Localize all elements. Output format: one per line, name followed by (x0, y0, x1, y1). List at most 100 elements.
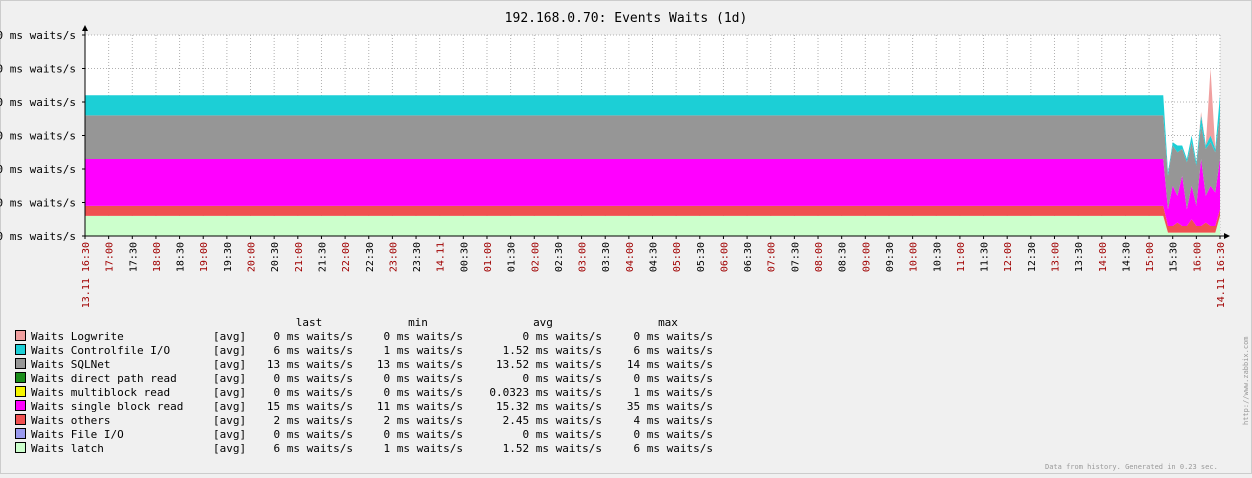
y-tick-label: 20 ms waits/s (0, 163, 76, 176)
x-tick-label: 12:00 (1003, 242, 1014, 272)
legend-swatch (15, 428, 26, 439)
legend-stat: 0 ms waits/s (274, 386, 353, 399)
legend-stat: 0 ms waits/s (274, 330, 353, 343)
legend-swatch (15, 386, 26, 397)
x-tick-label: 05:00 (672, 242, 683, 272)
y-tick-label: 50 ms waits/s (0, 63, 76, 76)
legend-stat: 14 ms waits/s (627, 358, 713, 371)
legend-swatch (15, 358, 26, 369)
legend-name: Waits multiblock read (31, 386, 170, 399)
x-tick-label: 16:00 (1192, 242, 1203, 272)
x-tick-label: 03:30 (601, 242, 612, 272)
legend-stat: 0 ms waits/s (384, 372, 463, 385)
legend-name: Waits Controlfile I/O (31, 344, 170, 357)
x-tick-label: 17:30 (128, 242, 139, 272)
x-tick-label: 14:30 (1121, 242, 1132, 272)
x-tick-label: 19:00 (199, 242, 210, 272)
x-tick-label: 23:00 (388, 242, 399, 272)
x-tick-label: 09:00 (861, 242, 872, 272)
legend-stat: 0 ms waits/s (634, 372, 713, 385)
x-tick-label: 08:00 (814, 242, 825, 272)
x-tick-label: 11:30 (980, 242, 991, 272)
y-tick-label: 60 ms waits/s (0, 29, 76, 42)
legend-stat: 1.52 ms waits/s (503, 344, 602, 357)
area (85, 115, 1220, 210)
legend-function: [avg] (213, 428, 246, 441)
x-tick-label: 04:30 (649, 242, 660, 272)
legend-stat: 6 ms waits/s (274, 344, 353, 357)
legend-stat: 0 ms waits/s (634, 428, 713, 441)
x-tick-label: 20:00 (247, 242, 258, 272)
y-tick-label: 40 ms waits/s (0, 96, 76, 109)
legend-function: [avg] (213, 330, 246, 343)
x-tick-label: 13.11 16:30 (81, 242, 92, 308)
legend-stat: 11 ms waits/s (377, 400, 463, 413)
legend-stat: 1 ms waits/s (384, 344, 463, 357)
legend-stat: 2 ms waits/s (384, 414, 463, 427)
legend-name: Waits File I/O (31, 428, 124, 441)
legend-stat: 0 ms waits/s (634, 330, 713, 343)
x-tick-label: 21:00 (294, 242, 305, 272)
y-tick-label: 0 ms waits/s (0, 230, 76, 243)
x-tick-label: 14.11 16:30 (1216, 242, 1227, 308)
legend-header: min (408, 316, 428, 329)
x-tick-label: 12:30 (1027, 242, 1038, 272)
x-tick-label: 13:30 (1074, 242, 1085, 272)
y-tick-label: 30 ms waits/s (0, 130, 76, 143)
legend-stat: 13 ms waits/s (377, 358, 463, 371)
x-tick-label: 06:30 (743, 242, 754, 272)
legend-header: max (658, 316, 678, 329)
legend-function: [avg] (213, 344, 246, 357)
legend-header: avg (533, 316, 553, 329)
x-tick-label: 15:30 (1169, 242, 1180, 272)
legend-function: [avg] (213, 386, 246, 399)
x-tick-label: 06:00 (719, 242, 730, 272)
legend-swatch (15, 330, 26, 341)
x-tick-label: 20:30 (270, 242, 281, 272)
legend-name: Waits latch (31, 442, 104, 455)
legend-stat: 15.32 ms waits/s (496, 400, 602, 413)
x-tick-label: 01:00 (483, 242, 494, 272)
area (85, 215, 1220, 236)
x-tick-label: 00:30 (459, 242, 470, 272)
x-tick-label: 01:30 (507, 242, 518, 272)
x-tick-label: 07:30 (790, 242, 801, 272)
legend-stat: 0 ms waits/s (384, 386, 463, 399)
legend-swatch (15, 344, 26, 355)
legend-name: Waits Logwrite (31, 330, 124, 343)
x-tick-label: 15:00 (1145, 242, 1156, 272)
x-tick-label: 14:00 (1098, 242, 1109, 272)
legend-stat: 0.0323 ms waits/s (489, 386, 602, 399)
legend-swatch (15, 372, 26, 383)
legend-stat: 0 ms waits/s (384, 330, 463, 343)
legend-stat: 1 ms waits/s (634, 386, 713, 399)
legend-function: [avg] (213, 442, 246, 455)
x-tick-label: 18:30 (176, 242, 187, 272)
x-tick-label: 10:30 (932, 242, 943, 272)
x-tick-label: 05:30 (696, 242, 707, 272)
x-tick-label: 18:00 (152, 242, 163, 272)
legend-function: [avg] (213, 414, 246, 427)
x-axis-arrow (1224, 233, 1230, 239)
legend-stat: 13.52 ms waits/s (496, 358, 602, 371)
x-tick-label: 23:30 (412, 242, 423, 272)
x-tick-label: 02:30 (554, 242, 565, 272)
x-tick-label: 13:00 (1050, 242, 1061, 272)
side-url: http://www.zabbix.com (1242, 336, 1250, 425)
legend-stat: 6 ms waits/s (274, 442, 353, 455)
x-tick-label: 07:00 (767, 242, 778, 272)
legend-stat: 2 ms waits/s (274, 414, 353, 427)
legend-stat: 0 ms waits/s (523, 372, 602, 385)
legend-function: [avg] (213, 358, 246, 371)
area (85, 95, 1220, 176)
legend-stat: 6 ms waits/s (634, 344, 713, 357)
x-tick-label: 02:00 (530, 242, 541, 272)
x-tick-label: 09:30 (885, 242, 896, 272)
x-tick-label: 21:30 (317, 242, 328, 272)
legend-name: Waits single block read (31, 400, 183, 413)
x-tick-label: 19:30 (223, 242, 234, 272)
legend-stat: 0 ms waits/s (274, 428, 353, 441)
legend-function: [avg] (213, 400, 246, 413)
x-tick-label: 08:30 (838, 242, 849, 272)
x-tick-label: 10:00 (909, 242, 920, 272)
